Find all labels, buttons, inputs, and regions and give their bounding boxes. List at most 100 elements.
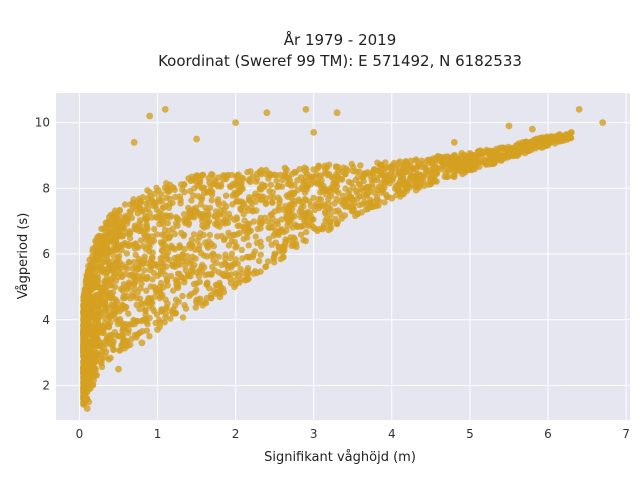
data-point [105, 324, 113, 331]
data-point [247, 168, 254, 175]
data-point [179, 251, 186, 258]
data-point [111, 329, 119, 336]
data-point [80, 361, 87, 368]
data-point [142, 226, 149, 233]
data-point [141, 267, 148, 274]
data-point [196, 267, 203, 274]
data-point [267, 224, 274, 231]
data-point [249, 173, 256, 180]
data-point [180, 211, 188, 218]
data-point [297, 231, 305, 238]
data-point [164, 184, 171, 192]
data-point [363, 191, 371, 198]
data-point [103, 287, 110, 295]
data-point [80, 297, 87, 304]
data-point [378, 179, 385, 187]
data-point [187, 290, 195, 298]
data-point [234, 222, 241, 230]
data-point [245, 242, 252, 249]
data-point [104, 258, 111, 265]
data-point [160, 252, 167, 259]
data-point [345, 203, 352, 210]
data-point [91, 329, 99, 337]
y-tick-label: 6 [42, 247, 50, 261]
data-point [270, 194, 277, 201]
data-point [258, 243, 265, 250]
data-point [85, 303, 92, 311]
data-point [123, 250, 131, 257]
data-point [332, 208, 339, 215]
data-point [144, 187, 151, 194]
data-point [462, 159, 469, 166]
data-point [316, 225, 324, 232]
data-point [136, 329, 144, 336]
data-point [531, 137, 538, 145]
data-point [171, 230, 178, 238]
data-point [245, 177, 252, 184]
data-point [126, 321, 133, 328]
data-point [301, 218, 308, 225]
data-point [502, 146, 509, 153]
data-point [340, 164, 347, 171]
data-point [122, 214, 130, 222]
data-point [232, 276, 240, 284]
data-point [97, 292, 105, 299]
data-point [232, 244, 239, 251]
data-point [443, 160, 451, 168]
data-point [146, 248, 153, 255]
data-point [257, 268, 264, 275]
data-point [179, 292, 186, 300]
data-point [116, 206, 124, 214]
data-point [164, 282, 171, 289]
data-point [214, 198, 222, 206]
data-point [269, 199, 276, 206]
data-point [143, 327, 151, 334]
data-point [121, 339, 129, 346]
data-point [130, 199, 137, 207]
data-point [98, 363, 106, 371]
data-point [130, 258, 137, 266]
data-point [258, 219, 265, 226]
data-point [191, 262, 198, 269]
data-point [107, 282, 114, 289]
y-tick-label: 2 [42, 378, 50, 392]
data-point [239, 175, 247, 183]
data-point [305, 222, 312, 229]
data-point [152, 202, 159, 210]
data-point [83, 382, 91, 389]
data-point [98, 342, 106, 350]
data-point [277, 255, 284, 263]
data-point [165, 233, 173, 240]
data-point [136, 227, 143, 235]
data-point [239, 270, 246, 277]
data-point [298, 223, 305, 230]
data-point [202, 271, 209, 279]
data-point [164, 219, 171, 227]
data-point [83, 405, 91, 412]
data-point [112, 219, 120, 226]
data-point [172, 193, 179, 201]
data-point [147, 283, 154, 290]
data-point [312, 173, 319, 180]
data-point [188, 236, 195, 243]
data-point [175, 298, 182, 305]
data-point [80, 316, 87, 324]
data-point [216, 281, 223, 288]
data-point [281, 172, 288, 180]
data-point [304, 183, 312, 190]
data-point [195, 180, 203, 187]
data-point-cloud [80, 129, 575, 408]
data-point [87, 370, 95, 377]
data-point [161, 106, 169, 113]
data-point [505, 152, 513, 159]
data-point [119, 332, 127, 339]
data-point [466, 165, 474, 173]
data-point [297, 204, 305, 212]
data-point [313, 203, 321, 210]
data-point [183, 217, 190, 224]
data-point [146, 266, 154, 274]
data-point [275, 207, 282, 214]
data-point [91, 310, 99, 317]
data-point [131, 280, 138, 288]
data-point [568, 129, 575, 136]
